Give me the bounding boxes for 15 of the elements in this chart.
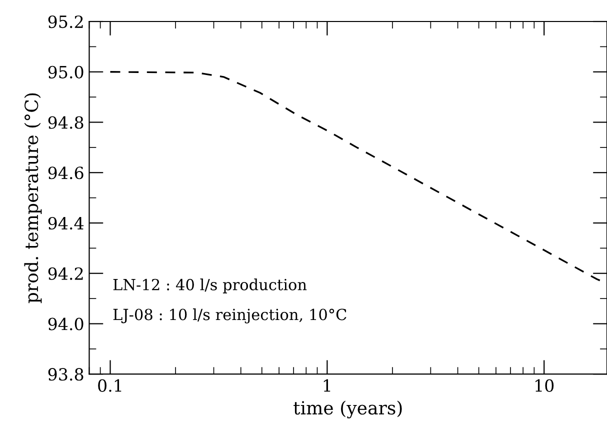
y-tick-label: 95.2 [48,15,83,28]
y-tick-label: 94.4 [48,216,84,230]
y-tick-label: 94.0 [48,318,84,330]
y-tick-label: 94.2 [48,267,83,280]
y-tick-label: 93.8 [48,368,84,381]
y-tick-label: 95.0 [48,66,84,78]
y-tick-label: 94.6 [48,166,84,180]
x-tick-label: 10 [536,379,554,392]
x-axis-title: time (years) [294,400,402,418]
x-tick-label: 1 [324,379,330,392]
x-tick-label: 0.1 [98,379,122,392]
y-axis-title: prod. temperature (°C) [24,93,42,304]
annotation: LJ-08 : 10 l/s reinjection, 10°C [113,308,346,324]
y-tick-label: 94.8 [48,116,84,129]
annotation: LN-12 : 40 l/s production [113,278,307,294]
